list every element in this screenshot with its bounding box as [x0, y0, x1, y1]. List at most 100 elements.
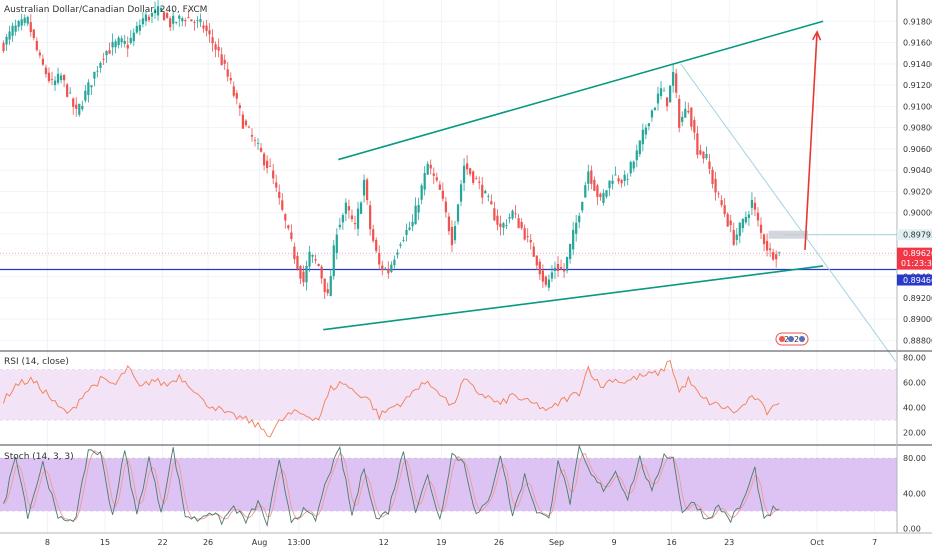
time-axis[interactable]: 8 15 22 26 Aug 13:00 12 19 26 Sep 9 16 23 Oct 7: [45, 538, 877, 547]
grid: [0, 0, 897, 533]
candle: [447, 212, 451, 235]
candle: [453, 220, 457, 244]
candle: [623, 170, 626, 187]
candle: [372, 224, 375, 243]
candle: [469, 167, 472, 177]
rsi-axis[interactable]: 80.00 60.00 40.00 20.00: [903, 353, 926, 437]
candle: [117, 35, 120, 49]
candle: [572, 221, 575, 256]
target-price-tag: 0.89793: [897, 229, 932, 241]
time-tick-label: Oct: [810, 538, 824, 547]
candle: [708, 153, 711, 175]
support-price-tag: 0.89466: [897, 274, 932, 286]
time-tick-label: 23: [724, 538, 734, 547]
candle: [723, 198, 726, 218]
candle: [699, 144, 702, 156]
bar-countdown-label: 01:23:35: [901, 259, 932, 268]
stoch-axis[interactable]: 80.00 40.00 0.00: [903, 454, 926, 533]
candle: [529, 234, 532, 250]
trendlines[interactable]: [323, 20, 897, 362]
candle: [635, 144, 638, 168]
candle: [596, 183, 599, 206]
candle: [559, 259, 563, 271]
arrow-shaft[interactable]: [804, 31, 818, 250]
descending-line[interactable]: [680, 63, 897, 362]
candle: [517, 213, 520, 229]
candle: [375, 237, 378, 254]
candle: [778, 251, 781, 257]
candle: [350, 209, 354, 222]
candle: [562, 263, 566, 278]
candles: [2, 0, 781, 300]
candle: [768, 242, 772, 257]
candle: [472, 170, 475, 185]
candle: [362, 174, 366, 203]
candle: [356, 201, 360, 236]
candle: [84, 84, 87, 103]
candle: [393, 255, 396, 269]
candle: [26, 15, 29, 27]
candle: [108, 42, 111, 54]
candle: [414, 197, 417, 225]
candle: [647, 123, 651, 131]
candle: [153, 1, 157, 19]
candle: [214, 41, 217, 58]
candle: [132, 28, 135, 46]
candle: [314, 254, 317, 264]
candle: [665, 97, 669, 112]
candle: [208, 23, 211, 43]
candle: [444, 196, 448, 218]
candle: [259, 142, 263, 153]
candle: [399, 242, 402, 249]
event-marker-dot: [788, 336, 794, 342]
candle: [450, 220, 454, 253]
stoch-d-line: [3, 450, 780, 522]
candle: [696, 125, 699, 159]
candle: [114, 39, 117, 54]
channel-lower[interactable]: [323, 265, 824, 331]
candle: [620, 178, 623, 188]
projection-arrow[interactable]: [804, 30, 822, 250]
candle: [332, 239, 335, 280]
candle: [441, 182, 444, 202]
candle: [565, 256, 569, 274]
candle: [278, 184, 281, 205]
candle: [284, 213, 287, 229]
rsi-line: [3, 360, 780, 438]
target-price-label: 0.89793: [903, 231, 932, 240]
candle: [169, 16, 172, 32]
candle: [202, 21, 205, 33]
candle: [690, 107, 693, 131]
stoch-title[interactable]: Stoch (14, 3, 3): [4, 452, 74, 462]
rsi-tick-label: 80.00: [903, 353, 926, 362]
candle: [426, 161, 429, 175]
candle: [432, 167, 435, 185]
candle: [320, 264, 323, 284]
candle: [29, 14, 32, 37]
event-markers[interactable]: 2 2: [775, 332, 809, 346]
target-zone-box[interactable]: [768, 230, 808, 239]
candle: [196, 16, 199, 28]
candle: [244, 119, 248, 127]
candle: [247, 125, 251, 129]
candle: [87, 79, 90, 103]
symbol-title[interactable]: Australian Dollar/Canadian Dollar, 240, …: [4, 5, 207, 15]
candle: [672, 64, 675, 93]
candle: [411, 214, 414, 232]
candle: [584, 181, 587, 198]
candle: [711, 166, 714, 189]
channel-upper[interactable]: [338, 20, 824, 161]
stoch-tick-label: 40.00: [903, 489, 926, 498]
candle: [184, 17, 187, 27]
rsi-title[interactable]: RSI (14, close): [4, 357, 69, 367]
candle: [659, 81, 663, 100]
candle: [726, 212, 729, 227]
candle: [505, 219, 508, 229]
candle: [253, 137, 257, 147]
candle: [53, 76, 57, 91]
candle: [532, 242, 535, 257]
